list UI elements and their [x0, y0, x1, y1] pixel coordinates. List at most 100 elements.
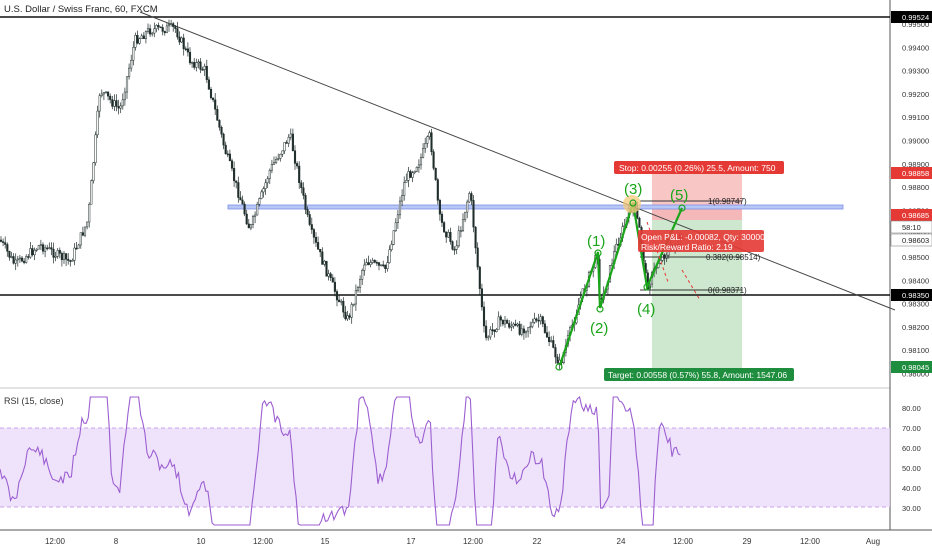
- candle: [319, 248, 322, 258]
- fib-label-0382: 0.382(0.98514): [706, 253, 761, 262]
- candle: [281, 150, 284, 158]
- candle: [247, 218, 250, 229]
- candle: [482, 301, 486, 333]
- candle: [327, 269, 330, 281]
- elliott-wave-path[interactable]: [558, 202, 684, 366]
- candle: [243, 201, 246, 217]
- time-tick-label: 29: [743, 537, 752, 546]
- candle: [529, 321, 532, 335]
- candle: [254, 211, 257, 224]
- candle: [518, 320, 521, 336]
- candle: [195, 58, 198, 72]
- candle: [123, 87, 126, 106]
- candle: [472, 194, 475, 233]
- symbol-title[interactable]: U.S. Dollar / Swiss Franc, 60, FXCM: [4, 4, 158, 15]
- wave-label-1: (1): [587, 233, 605, 250]
- candle: [230, 158, 234, 172]
- candle: [258, 197, 261, 207]
- candle: [220, 125, 223, 138]
- price-tag-resistance: [891, 11, 932, 23]
- candlestick-series[interactable]: [0, 19, 683, 370]
- candle: [134, 32, 137, 51]
- candle: [172, 21, 175, 32]
- candle: [67, 253, 70, 265]
- candle: [193, 57, 196, 70]
- candle: [14, 253, 17, 271]
- candle: [392, 230, 395, 246]
- price-tick-label: 0.98400: [902, 276, 929, 285]
- candle: [16, 255, 19, 267]
- candle: [539, 313, 542, 325]
- candle: [396, 209, 399, 229]
- candle: [415, 166, 418, 173]
- candle: [46, 244, 49, 251]
- candle: [167, 19, 171, 32]
- wave-point-5[interactable]: [678, 204, 686, 212]
- candle: [214, 92, 217, 115]
- pnl-label-box: [638, 230, 764, 252]
- candle: [501, 319, 504, 327]
- price-tag-support-label: 0.98350: [902, 291, 929, 300]
- wave-point-1[interactable]: [594, 249, 602, 257]
- candle: [428, 130, 431, 140]
- candle: [239, 191, 242, 201]
- candle: [359, 275, 362, 294]
- blue-level-band[interactable]: [227, 204, 844, 210]
- price-tick-label: 0.98900: [902, 160, 929, 169]
- candle: [545, 326, 549, 338]
- candle: [386, 255, 389, 272]
- candle: [314, 232, 318, 247]
- candle: [459, 226, 462, 238]
- target-label-box: [604, 368, 794, 381]
- candle: [138, 37, 141, 45]
- candle: [407, 166, 410, 188]
- candle: [380, 264, 383, 267]
- candle: [409, 169, 412, 178]
- candle: [71, 258, 74, 262]
- candle: [384, 264, 387, 273]
- rsi-band: [0, 428, 890, 507]
- downtrend-line[interactable]: [139, 11, 896, 311]
- candle: [115, 94, 118, 112]
- candle: [94, 131, 97, 166]
- candle: [338, 295, 341, 303]
- price-tag-last-label: 0.98603: [902, 236, 929, 245]
- wave-point-2[interactable]: [596, 305, 604, 313]
- candle: [468, 191, 471, 204]
- candle: [306, 206, 309, 218]
- candle: [260, 189, 263, 200]
- time-tick-label: 12:00: [463, 537, 484, 546]
- candle: [449, 227, 452, 245]
- candle: [464, 211, 467, 223]
- rsi-title[interactable]: RSI (15, close): [4, 396, 64, 406]
- time-tick-label: Aug: [866, 537, 880, 546]
- price-tick-label: 0.98000: [902, 370, 929, 379]
- candle: [438, 198, 441, 221]
- wave-point-3[interactable]: [629, 199, 637, 207]
- candle: [125, 76, 129, 99]
- price-tick-label: 0.99400: [902, 43, 929, 52]
- price-axis[interactable]: 0.99500 0.99400 0.99300 0.99200 0.99100 0.990…: [902, 20, 929, 379]
- candle: [453, 246, 456, 255]
- wave-point-4[interactable]: [643, 283, 651, 291]
- candle: [184, 46, 187, 52]
- candle: [474, 226, 477, 254]
- candle: [422, 143, 425, 159]
- candle: [272, 156, 276, 165]
- candle: [543, 320, 546, 334]
- rsi-tick-label: 70.00: [902, 424, 921, 433]
- candle: [62, 251, 66, 264]
- wave-point-0[interactable]: [555, 363, 563, 371]
- time-tick-label: 24: [617, 537, 626, 546]
- candle: [165, 23, 168, 34]
- time-axis[interactable]: 12:00 8 10 12:00 15 17 12:00 22 24 12:00 29 12:00 Au…: [45, 537, 880, 546]
- candle: [119, 102, 122, 114]
- candle: [300, 180, 303, 194]
- stop-zone[interactable]: [652, 172, 742, 208]
- time-tick-label: 12:00: [253, 537, 274, 546]
- candle: [312, 227, 315, 244]
- rsi-axis[interactable]: 80.00 70.00 60.00 50.00 40.00 30.00: [902, 404, 921, 513]
- candle: [180, 36, 183, 43]
- candle: [224, 141, 227, 155]
